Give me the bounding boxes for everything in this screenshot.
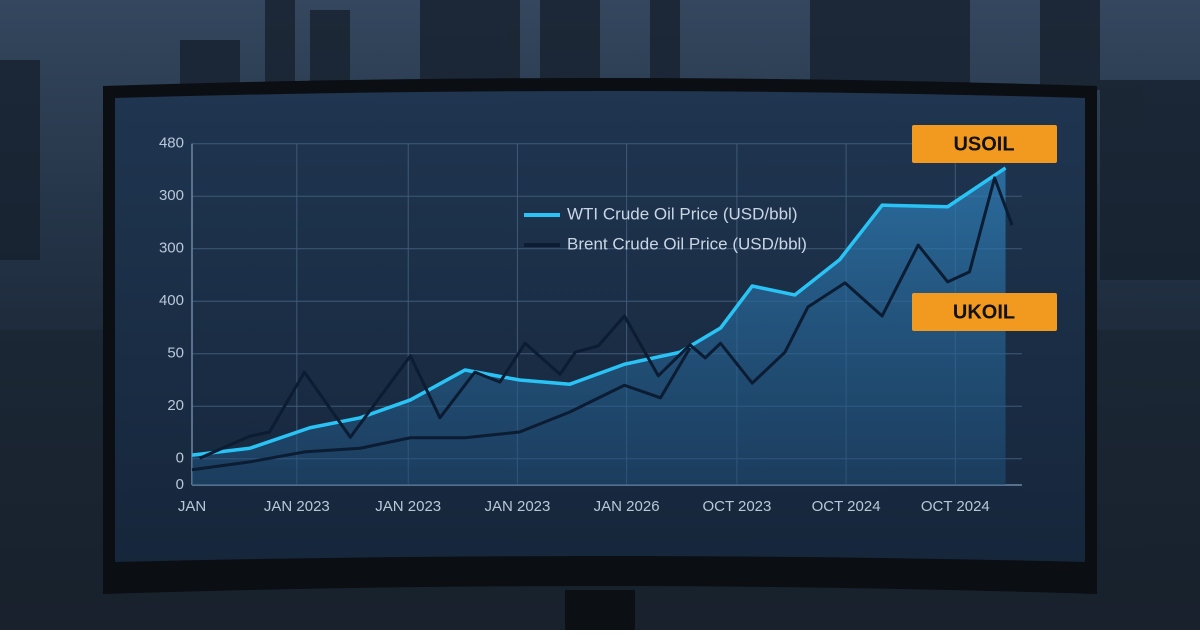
x-tick-label: JAN 2023	[484, 498, 550, 515]
x-tick-label: OCT 2024	[921, 498, 990, 515]
legend-label: WTI Crude Oil Price (USD/bbl)	[567, 204, 797, 223]
x-tick-label: OCT 2023	[702, 498, 771, 515]
legend-label: Brent Crude Oil Price (USD/bbl)	[567, 234, 807, 253]
line	[191, 166, 1007, 457]
line	[191, 347, 692, 472]
x-tick-label: JAN 2026	[594, 498, 660, 515]
x-tick-label: JAN	[178, 498, 206, 515]
x-tick-label: JAN 2023	[264, 498, 330, 515]
y-tick-label: 480	[159, 135, 184, 152]
y-tick-label: 400	[159, 292, 184, 309]
y-tick-label: 0	[176, 450, 184, 467]
x-tick-label: JAN 2023	[375, 498, 441, 515]
y-tick-label: 20	[167, 397, 184, 414]
y-tick-label: 0	[176, 476, 184, 493]
monitor-stand	[565, 590, 635, 630]
tag-badge	[912, 125, 1057, 163]
tag-label: UKOIL	[953, 301, 1015, 323]
refinery	[0, 0, 1200, 280]
x-tick-label: OCT 2024	[812, 498, 881, 515]
tag-label: USOIL	[953, 133, 1014, 155]
y-tick-label: 300	[159, 187, 184, 204]
y-tick-label: 300	[159, 240, 184, 257]
plot: 0 0 20 50 400 300 300 480 JAN JAN 2023 JAN 2023 JAN…	[159, 125, 1057, 515]
line	[199, 176, 1014, 460]
y-tick-label: 50	[167, 345, 184, 362]
tag-badge	[912, 293, 1057, 331]
